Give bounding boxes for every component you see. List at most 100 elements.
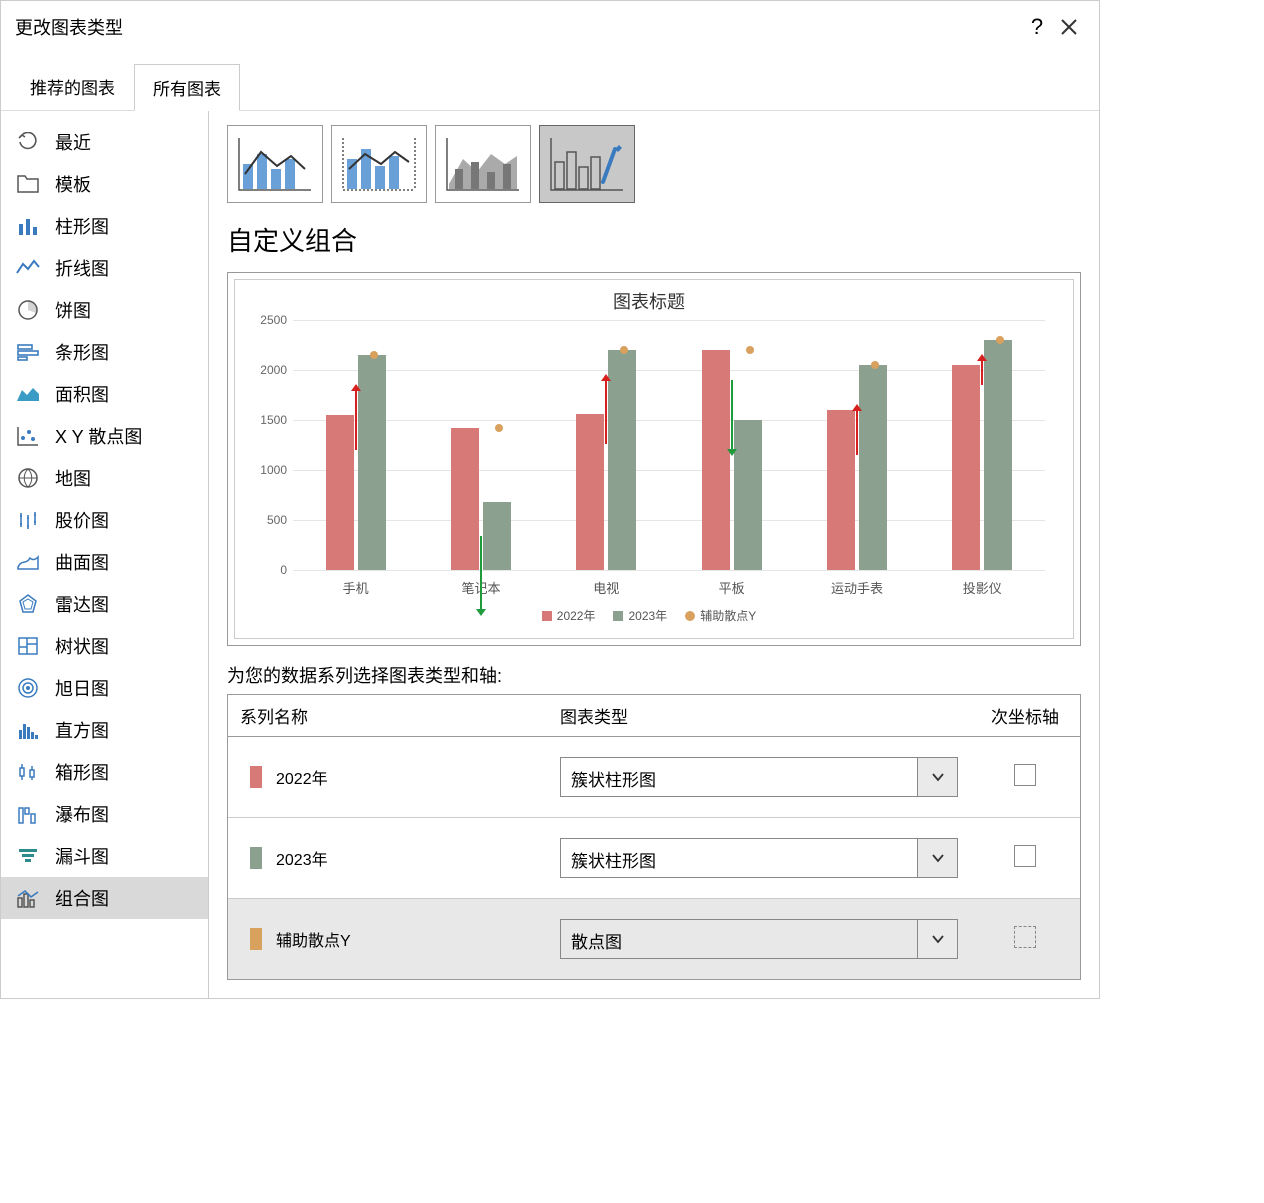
sidebar-item-label: 曲面图 <box>55 549 109 575</box>
subtype-stacked-area-column[interactable] <box>435 125 531 203</box>
pie-chart-icon <box>15 299 41 321</box>
scatter-point <box>996 336 1004 344</box>
x-tick-label: 投影仪 <box>942 578 1022 597</box>
series-table: 系列名称 图表类型 次坐标轴 2022年簇状柱形图2023年簇状柱形图辅助散点Y… <box>227 694 1081 980</box>
sidebar-item-label: 柱形图 <box>55 213 109 239</box>
subtype-clustered-column-line-secondary[interactable] <box>331 125 427 203</box>
arrow-indicator: .bgroup:nth-child(5) .arrow::before{bord… <box>856 410 858 455</box>
sidebar-item-treemap[interactable]: 树状图 <box>1 625 208 667</box>
sidebar-item-stock[interactable]: 股价图 <box>1 499 208 541</box>
tab-recommended[interactable]: 推荐的图表 <box>11 63 134 110</box>
series-row[interactable]: 2022年 簇状柱形图 <box>228 737 1080 818</box>
stock-chart-icon <box>15 509 41 531</box>
legend-item: 2022年 <box>542 607 596 624</box>
sidebar-item-funnel[interactable]: 漏斗图 <box>1 835 208 877</box>
sidebar-item-label: 箱形图 <box>55 759 109 785</box>
subtype-custom-combo[interactable] <box>539 125 635 203</box>
surface-chart-icon <box>15 551 41 573</box>
sidebar-item-radar[interactable]: 雷达图 <box>1 583 208 625</box>
legend-item: 2023年 <box>613 607 667 624</box>
series-swatch <box>250 847 262 869</box>
x-tick-label: 平板 <box>692 578 772 597</box>
secondary-axis-checkbox[interactable] <box>1014 926 1036 948</box>
chevron-down-icon <box>931 853 945 863</box>
scatter-chart-icon <box>15 425 41 447</box>
sidebar-item-sunburst[interactable]: 旭日图 <box>1 667 208 709</box>
sidebar-item-recent[interactable]: 最近 <box>1 121 208 163</box>
series-swatch <box>250 928 262 950</box>
subtype-clustered-column-line[interactable] <box>227 125 323 203</box>
sidebar-item-pie[interactable]: 饼图 <box>1 289 208 331</box>
titlebar: 更改图表类型 ? <box>1 1 1099 53</box>
dropdown-value: 簇状柱形图 <box>561 839 917 877</box>
sidebar-item-scatter[interactable]: X Y 散点图 <box>1 415 208 457</box>
section-title: 自定义组合 <box>227 221 1081 258</box>
scatter-point <box>871 361 879 369</box>
help-button[interactable]: ? <box>1021 11 1053 43</box>
series-swatch <box>250 766 262 788</box>
chart-legend: 2022年 2023年 辅助散点Y <box>243 607 1055 624</box>
secondary-axis-checkbox[interactable] <box>1014 764 1036 786</box>
sidebar-item-bar[interactable]: 条形图 <box>1 331 208 373</box>
sidebar-item-combo[interactable]: 组合图 <box>1 877 208 919</box>
y-tick-label: 2500 <box>260 313 287 327</box>
x-tick-label: 手机 <box>316 578 396 597</box>
series-name-label: 2023年 <box>276 846 328 870</box>
dropdown-value: 散点图 <box>561 920 917 958</box>
dropdown-toggle[interactable] <box>917 758 957 796</box>
dropdown-toggle[interactable] <box>917 839 957 877</box>
tab-all-charts[interactable]: 所有图表 <box>134 64 240 111</box>
sidebar-item-label: 条形图 <box>55 339 109 365</box>
series-name-label: 2022年 <box>276 765 328 789</box>
scatter-point <box>495 424 503 432</box>
header-series-name: 系列名称 <box>228 695 548 736</box>
bar-2022 <box>952 365 980 570</box>
chart-preview[interactable]: 图表标题 05001000150020002500.bgroup:nth-chi… <box>227 272 1081 646</box>
dropdown-toggle[interactable] <box>917 920 957 958</box>
series-row[interactable]: 辅助散点Y 散点图 <box>228 899 1080 979</box>
sidebar-item-label: 旭日图 <box>55 675 109 701</box>
sidebar-item-boxplot[interactable]: 箱形图 <box>1 751 208 793</box>
scatter-point <box>620 346 628 354</box>
sidebar-item-surface[interactable]: 曲面图 <box>1 541 208 583</box>
sidebar-item-label: 饼图 <box>55 297 91 323</box>
sidebar-item-histogram[interactable]: 直方图 <box>1 709 208 751</box>
x-tick-label: 电视 <box>566 578 646 597</box>
main-panel: 自定义组合 图表标题 05001000150020002500.bgroup:n… <box>209 111 1099 998</box>
sidebar-item-map[interactable]: 地图 <box>1 457 208 499</box>
radar-chart-icon <box>15 593 41 615</box>
sidebar-item-label: 漏斗图 <box>55 843 109 869</box>
sidebar-item-label: 模板 <box>55 171 91 197</box>
bar-2023 <box>734 420 762 570</box>
sidebar-item-area[interactable]: 面积图 <box>1 373 208 415</box>
chart-title: 图表标题 <box>243 288 1055 314</box>
sidebar-item-template[interactable]: 模板 <box>1 163 208 205</box>
header-secondary-axis: 次坐标轴 <box>970 695 1080 736</box>
series-row[interactable]: 2023年 簇状柱形图 <box>228 818 1080 899</box>
sidebar-item-label: 直方图 <box>55 717 109 743</box>
funnel-chart-icon <box>15 845 41 867</box>
sidebar-item-label: X Y 散点图 <box>55 423 142 449</box>
sidebar-item-label: 股价图 <box>55 507 109 533</box>
y-tick-label: 500 <box>267 513 287 527</box>
change-chart-type-dialog: 更改图表类型 ? 推荐的图表 所有图表 最近 模板 柱形图 折线图 饼图 条形图… <box>0 0 1100 999</box>
x-tick-label: 运动手表 <box>817 578 897 597</box>
sidebar-item-column[interactable]: 柱形图 <box>1 205 208 247</box>
sidebar-item-line[interactable]: 折线图 <box>1 247 208 289</box>
chart-type-dropdown[interactable]: 散点图 <box>560 919 958 959</box>
secondary-axis-checkbox[interactable] <box>1014 845 1036 867</box>
area-chart-icon <box>15 383 41 405</box>
bar-group: .bgroup:nth-child(6) .arrow::before{bord… <box>942 340 1022 570</box>
sidebar-item-label: 地图 <box>55 465 91 491</box>
arrow-indicator: .bgroup:nth-child(2) .arrow::before{bord… <box>480 536 482 610</box>
legend-item: 辅助散点Y <box>685 607 756 624</box>
chart-type-dropdown[interactable]: 簇状柱形图 <box>560 757 958 797</box>
sidebar-item-waterfall[interactable]: 瀑布图 <box>1 793 208 835</box>
chart-type-dropdown[interactable]: 簇状柱形图 <box>560 838 958 878</box>
recent-icon <box>15 131 41 153</box>
bar-2022 <box>576 414 604 570</box>
sidebar-item-label: 树状图 <box>55 633 109 659</box>
bar-2023 <box>483 502 511 570</box>
series-name-label: 辅助散点Y <box>276 927 351 951</box>
close-button[interactable] <box>1053 11 1085 43</box>
